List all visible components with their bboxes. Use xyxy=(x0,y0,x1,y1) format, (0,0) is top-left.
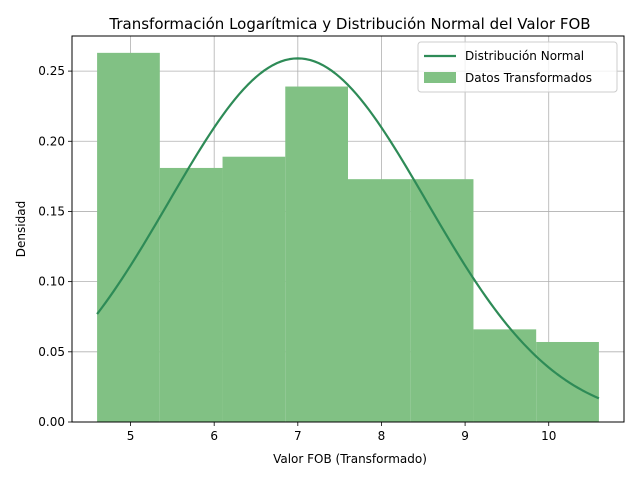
x-tick-label: 9 xyxy=(461,429,469,443)
x-tick-label: 6 xyxy=(210,429,218,443)
x-tick-label: 5 xyxy=(127,429,135,443)
x-tick-label: 10 xyxy=(541,429,556,443)
legend-bar-swatch xyxy=(424,72,456,83)
y-tick-label: 0.25 xyxy=(38,64,65,78)
x-axis-ticks: 5 6 7 8 9 10 xyxy=(127,422,556,443)
y-tick-label: 0.05 xyxy=(38,345,65,359)
x-tick-label: 7 xyxy=(294,429,302,443)
y-tick-label: 0.15 xyxy=(38,204,65,218)
chart-title: Transformación Logarítmica y Distribució… xyxy=(108,15,590,33)
histogram-bar xyxy=(473,329,537,422)
y-tick-label: 0.10 xyxy=(38,275,65,289)
legend: Distribución Normal Datos Transformados xyxy=(417,41,618,93)
histogram-bar xyxy=(410,179,474,422)
histogram-bar xyxy=(222,156,286,423)
legend-label-normal: Distribución Normal xyxy=(465,49,584,63)
normal-curve-group xyxy=(96,57,600,400)
histogram-bars xyxy=(97,52,599,423)
legend-label-data: Datos Transformados xyxy=(465,71,592,85)
y-axis-ticks: 0.00 0.05 0.10 0.15 0.20 0.25 xyxy=(38,64,72,429)
y-tick-label: 0.20 xyxy=(38,134,65,148)
histogram-bar xyxy=(97,52,160,423)
legend-box xyxy=(417,41,618,93)
x-tick-label: 8 xyxy=(378,429,386,443)
histogram-bar xyxy=(348,179,411,422)
histogram-bar xyxy=(285,86,348,422)
normal-distribution-curve xyxy=(96,57,600,400)
y-tick-label: 0.00 xyxy=(38,415,65,429)
x-axis-label: Valor FOB (Transformado) xyxy=(273,452,427,466)
y-axis-label: Densidad xyxy=(14,201,28,257)
plot-frame xyxy=(71,35,625,423)
histogram-bar xyxy=(159,167,223,422)
